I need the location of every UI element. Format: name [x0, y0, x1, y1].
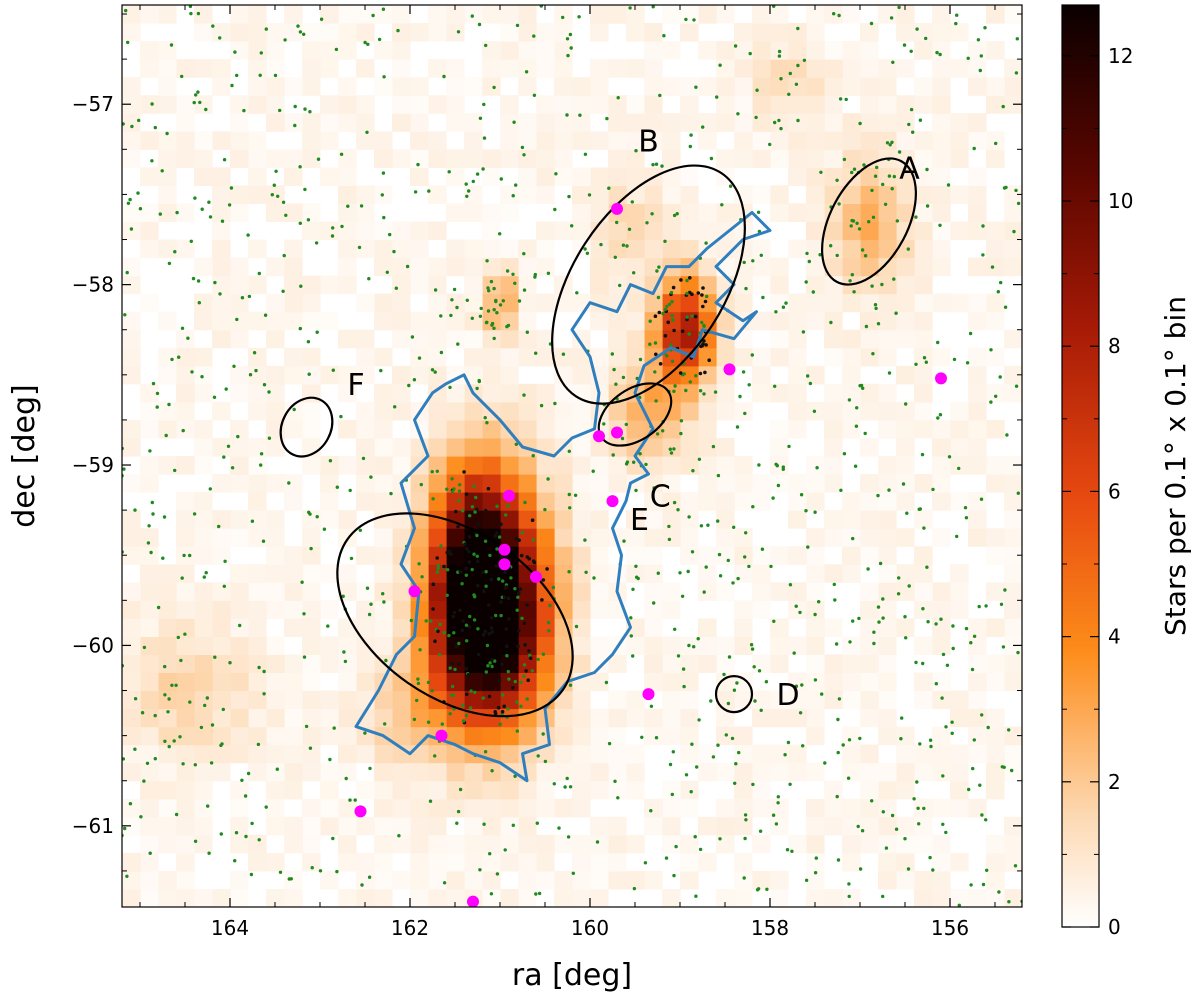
- field-stars-layer: [122, 5, 1022, 907]
- magenta-source-point: [642, 688, 655, 701]
- magenta-sources: [354, 202, 947, 907]
- colorbar-tick-label: 2: [1108, 770, 1121, 794]
- x-tick-label: 160: [571, 916, 609, 940]
- region-label-c: C: [650, 480, 671, 515]
- region-label-a: A: [899, 151, 920, 186]
- magenta-source-point: [354, 805, 367, 818]
- x-tick-label: 158: [751, 916, 789, 940]
- region-ellipse-d: [714, 674, 754, 714]
- region-ellipse-a: [821, 157, 917, 286]
- y-tick-label: −61: [72, 814, 114, 838]
- y-axis-label: dec [deg]: [7, 384, 42, 527]
- magenta-source-point: [498, 558, 511, 571]
- region-label-e: E: [630, 503, 649, 538]
- y-tick-label: −58: [72, 273, 114, 297]
- x-tick-label: 164: [211, 916, 249, 940]
- colorbar-tick-label: 12: [1108, 44, 1133, 68]
- magenta-source-point: [467, 895, 479, 907]
- magenta-source-point: [611, 202, 623, 215]
- region-labels: A B C D E F: [347, 124, 920, 713]
- x-axis-label: ra [deg]: [512, 958, 632, 993]
- region-label-d: D: [776, 678, 799, 713]
- magenta-source-point: [503, 489, 515, 502]
- colorbar-ticks: 0 2 4 6 8 10 12: [1062, 44, 1133, 939]
- magenta-source-point: [498, 543, 511, 556]
- magenta-source-point: [408, 585, 421, 598]
- region-label-b: B: [638, 124, 659, 159]
- region-ellipses: [279, 157, 917, 718]
- magenta-source-point: [606, 495, 619, 508]
- axis-ticks: 164 162 160 158 156 −57 −58 −59 −60 −61: [72, 5, 1022, 940]
- contour-layer: [354, 211, 772, 783]
- plot-frame: [121, 4, 1023, 908]
- magenta-source-point: [935, 372, 947, 385]
- magenta-source-point: [435, 729, 448, 742]
- x-tick-label: 156: [931, 916, 969, 940]
- colorbar-tick-label: 6: [1108, 479, 1121, 503]
- y-tick-label: −59: [72, 453, 114, 477]
- region-ellipse-b: [551, 164, 746, 405]
- y-tick-label: −57: [72, 92, 114, 116]
- magenta-source-point: [723, 363, 736, 376]
- magenta-source-point: [593, 430, 605, 443]
- region-label-f: F: [347, 368, 364, 403]
- y-tick-label: −60: [72, 633, 114, 657]
- colorbar-tick-label: 8: [1108, 334, 1121, 358]
- colorbar-tick-label: 4: [1108, 625, 1121, 649]
- magenta-source-point: [611, 426, 623, 439]
- colorbar: 0 2 4 6 8 10 12 Stars per 0.1° x 0.1° bin: [1061, 4, 1192, 939]
- plot-area: A B C D E F 164 162 160 158 156 −57 −58 −59 −60 −61: [72, 4, 1023, 940]
- magenta-source-point: [530, 570, 542, 583]
- colorbar-label: Stars per 0.1° x 0.1° bin: [1159, 296, 1192, 636]
- contour-outline: [354, 211, 772, 783]
- region-ellipse-f: [279, 396, 334, 458]
- x-tick-label: 162: [391, 916, 429, 940]
- colorbar-tick-label: 0: [1108, 915, 1121, 939]
- colorbar-tick-label: 10: [1108, 189, 1133, 213]
